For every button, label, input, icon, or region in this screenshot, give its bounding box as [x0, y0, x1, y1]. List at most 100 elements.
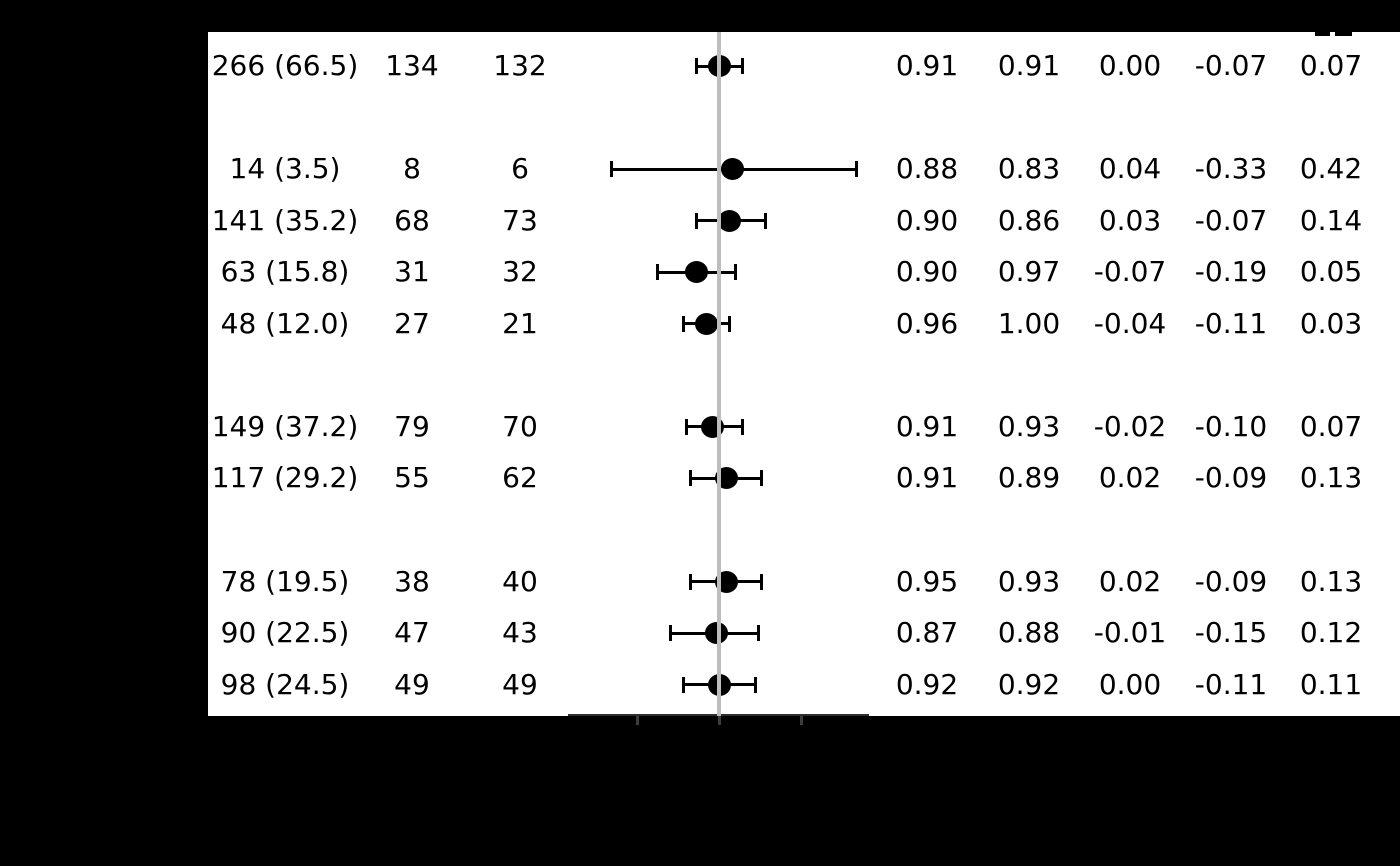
cell-rate1: 0.88 [895, 152, 959, 186]
error-bar-cap [763, 212, 767, 229]
cell-ci-upper: 0.03 [1299, 306, 1363, 340]
cell-rate2: 0.86 [997, 203, 1061, 237]
cell-n-pct: 14 (3.5) [229, 152, 341, 186]
point-estimate-marker [717, 209, 741, 232]
cell-rate2: 0.93 [997, 564, 1061, 598]
cell-n-arm2: 43 [502, 616, 538, 650]
cell-ci-lower: -0.11 [1194, 306, 1268, 340]
cell-n-pct: 98 (24.5) [220, 667, 350, 701]
cell-n-pct: 78 (19.5) [220, 564, 350, 598]
cell-n-pct: 48 (12.0) [220, 306, 350, 340]
cell-n-pct: 149 (37.2) [211, 409, 359, 443]
x-axis-tick [718, 716, 721, 725]
cell-n-arm1: 8 [403, 152, 421, 186]
cell-ci-upper: 0.13 [1299, 461, 1363, 495]
point-estimate-marker [685, 261, 709, 284]
error-bar-cap [610, 161, 614, 178]
cell-n-arm1: 68 [394, 203, 430, 237]
cell-rate1: 0.92 [895, 667, 959, 701]
cell-n-arm1: 134 [385, 49, 439, 82]
cell-ci-lower: -0.09 [1194, 564, 1268, 598]
cell-n-arm2: 21 [502, 306, 538, 340]
cell-ci-upper: 0.07 [1299, 49, 1363, 82]
cell-difference: 0.03 [1098, 203, 1162, 237]
cell-n-arm1: 38 [394, 564, 430, 598]
zero-reference-line [717, 32, 721, 716]
cell-n-arm1: 27 [394, 306, 430, 340]
cell-rate1: 0.91 [895, 49, 959, 82]
point-estimate-marker [704, 622, 728, 645]
error-bar-cap [695, 58, 699, 74]
cell-n-arm1: 55 [394, 461, 430, 495]
clipped-header-glyph-remnant [1335, 32, 1352, 36]
cell-ci-upper: 0.14 [1299, 203, 1363, 237]
cell-difference: -0.02 [1093, 409, 1167, 443]
x-axis-tick [636, 716, 640, 725]
cell-rate1: 0.90 [895, 255, 959, 289]
cell-rate1: 0.91 [895, 461, 959, 495]
cell-ci-lower: -0.07 [1194, 49, 1268, 82]
cell-rate2: 0.88 [997, 616, 1061, 650]
cell-rate2: 0.83 [997, 152, 1061, 186]
error-bar-cap [695, 212, 699, 229]
cell-difference: 0.02 [1098, 461, 1162, 495]
cell-n-pct: 141 (35.2) [211, 203, 359, 237]
cell-difference: 0.00 [1098, 667, 1162, 701]
error-bar-cap [682, 676, 686, 693]
cell-ci-lower: -0.33 [1194, 152, 1268, 186]
cell-rate2: 0.91 [997, 49, 1061, 82]
cell-n-arm2: 132 [493, 49, 547, 82]
error-bar-cap [727, 315, 731, 332]
cell-difference: -0.04 [1093, 306, 1167, 340]
cell-rate2: 0.93 [997, 409, 1061, 443]
cell-ci-lower: -0.10 [1194, 409, 1268, 443]
error-bar-cap [760, 470, 764, 487]
point-estimate-marker [694, 312, 718, 335]
cell-n-arm2: 32 [502, 255, 538, 289]
cell-difference: 0.00 [1098, 49, 1162, 82]
cell-ci-upper: 0.05 [1299, 255, 1363, 289]
cell-difference: -0.07 [1093, 255, 1167, 289]
cell-n-arm1: 49 [394, 667, 430, 701]
clipped-header-glyph-remnant [1315, 32, 1330, 36]
error-bar-cap [668, 625, 672, 642]
cell-rate2: 0.92 [997, 667, 1061, 701]
error-bar-cap [740, 418, 744, 435]
error-bar-cap [682, 315, 686, 332]
cell-ci-upper: 0.42 [1299, 152, 1363, 186]
error-bar-cap [655, 264, 659, 281]
cell-n-arm2: 73 [502, 203, 538, 237]
cell-difference: 0.02 [1098, 564, 1162, 598]
error-bar-cap [753, 676, 757, 693]
cell-n-pct: 117 (29.2) [211, 461, 359, 495]
error-bar-cap [760, 573, 764, 590]
plot-panel [208, 32, 1400, 716]
cell-rate2: 1.00 [997, 306, 1061, 340]
error-bar-cap [757, 625, 761, 642]
cell-ci-lower: -0.07 [1194, 203, 1268, 237]
cell-n-arm1: 47 [394, 616, 430, 650]
cell-n-arm2: 40 [502, 564, 538, 598]
cell-n-arm2: 6 [511, 152, 529, 186]
error-bar-cap [734, 264, 738, 281]
error-bar-cap [688, 573, 692, 590]
cell-n-pct: 63 (15.8) [220, 255, 350, 289]
cell-rate2: 0.97 [997, 255, 1061, 289]
cell-n-arm1: 79 [394, 409, 430, 443]
cell-n-arm2: 70 [502, 409, 538, 443]
cell-rate1: 0.90 [895, 203, 959, 237]
error-bar-cap [740, 58, 744, 74]
cell-difference: -0.01 [1093, 616, 1167, 650]
error-bar-cap [855, 161, 859, 178]
x-axis-tick [799, 716, 803, 725]
cell-n-arm1: 31 [394, 255, 430, 289]
cell-ci-lower: -0.11 [1194, 667, 1268, 701]
cell-ci-lower: -0.15 [1194, 616, 1268, 650]
cell-ci-upper: 0.07 [1299, 409, 1363, 443]
cell-ci-upper: 0.13 [1299, 564, 1363, 598]
error-bar-cap [685, 418, 689, 435]
cell-rate1: 0.95 [895, 564, 959, 598]
cell-n-arm2: 49 [502, 667, 538, 701]
cell-ci-upper: 0.12 [1299, 616, 1363, 650]
